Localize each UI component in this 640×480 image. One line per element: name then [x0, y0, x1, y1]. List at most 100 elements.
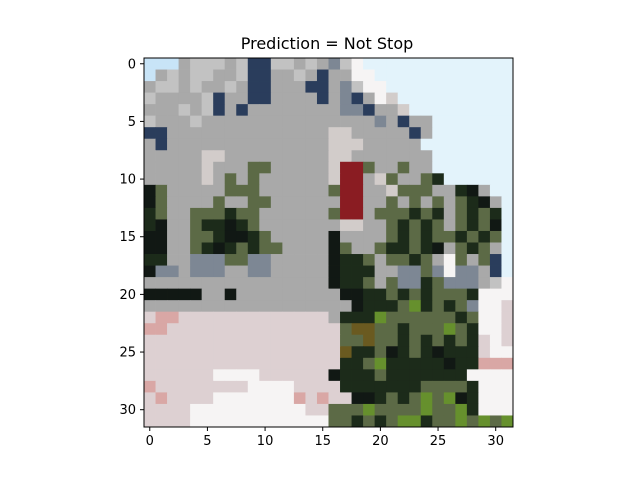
image-pixel — [155, 196, 168, 209]
image-pixel — [305, 300, 318, 313]
image-pixel — [316, 184, 329, 197]
image-pixel — [224, 92, 237, 105]
image-pixel — [144, 323, 156, 336]
image-pixel — [316, 58, 329, 70]
image-pixel — [328, 311, 341, 324]
image-pixel — [397, 265, 410, 278]
image-pixel — [340, 288, 352, 301]
x-tick-label: 25 — [430, 434, 447, 449]
image-pixel — [489, 127, 502, 140]
image-pixel — [316, 138, 329, 151]
image-pixel — [455, 415, 468, 428]
image-pixel — [316, 403, 329, 416]
image-pixel — [432, 230, 445, 243]
image-pixel — [293, 138, 306, 151]
image-pixel — [282, 127, 295, 140]
image-pixel — [305, 184, 318, 197]
image-pixel — [201, 150, 214, 163]
image-pixel — [201, 311, 214, 324]
image-pixel — [178, 196, 191, 209]
image-pixel — [236, 346, 249, 359]
image-pixel — [443, 230, 456, 243]
image-pixel — [340, 380, 352, 393]
image-pixel — [270, 81, 283, 93]
image-pixel — [167, 92, 179, 105]
image-pixel — [144, 138, 156, 151]
image-pixel — [224, 346, 237, 359]
image-pixel — [270, 138, 283, 151]
image-pixel — [270, 357, 283, 370]
image-pixel — [501, 230, 514, 243]
image-pixel — [501, 415, 514, 428]
image-pixel — [201, 300, 214, 313]
image-pixel — [247, 380, 260, 393]
image-pixel — [501, 127, 514, 140]
image-pixel — [478, 380, 491, 393]
image-pixel — [340, 334, 352, 347]
image-pixel — [190, 415, 203, 428]
image-pixel — [466, 173, 479, 186]
image-pixel — [167, 184, 179, 197]
image-pixel — [363, 300, 376, 313]
image-pixel — [316, 150, 329, 163]
image-pixel — [489, 161, 502, 174]
image-pixel — [351, 127, 364, 140]
image-pixel — [443, 58, 456, 70]
y-tick-label: 0 — [128, 57, 136, 72]
image-pixel — [340, 138, 352, 151]
image-pixel — [328, 230, 341, 243]
image-pixel — [466, 288, 479, 301]
image-pixel — [489, 288, 502, 301]
image-pixel — [489, 196, 502, 209]
image-pixel — [501, 265, 514, 278]
image-pixel — [478, 346, 491, 359]
image-pixel — [282, 265, 295, 278]
image-pixel — [409, 150, 422, 163]
image-pixel — [351, 415, 364, 428]
image-pixel — [443, 346, 456, 359]
image-pixel — [282, 115, 295, 128]
image-pixel — [282, 415, 295, 428]
image-pixel — [478, 69, 491, 82]
image-pixel — [305, 380, 318, 393]
image-pixel — [409, 230, 422, 243]
image-pixel — [144, 415, 156, 428]
image-pixel — [397, 104, 410, 117]
image-pixel — [397, 242, 410, 255]
image-pixel — [236, 357, 249, 370]
image-pixel — [432, 127, 445, 140]
image-pixel — [270, 150, 283, 163]
image-pixel — [178, 69, 191, 82]
image-pixel — [397, 81, 410, 93]
image-pixel — [466, 254, 479, 266]
image-pixel — [455, 184, 468, 197]
image-pixel — [328, 323, 341, 336]
image-pixel — [443, 184, 456, 197]
image-pixel — [167, 138, 179, 151]
image-pixel — [432, 219, 445, 232]
image-pixel — [328, 300, 341, 313]
image-pixel — [213, 415, 226, 428]
image-pixel — [443, 357, 456, 370]
image-pixel — [501, 196, 514, 209]
image-pixel — [270, 323, 283, 336]
image-pixel — [501, 403, 514, 416]
image-pixel — [270, 184, 283, 197]
image-pixel — [340, 392, 352, 405]
image-pixel — [213, 288, 226, 301]
image-pixel — [409, 115, 422, 128]
image-pixel — [443, 369, 456, 382]
image-pixel — [167, 403, 179, 416]
image-pixel — [340, 58, 352, 70]
image-pixel — [443, 392, 456, 405]
image-pixel — [293, 230, 306, 243]
image-pixel — [293, 104, 306, 117]
image-pixel — [420, 69, 433, 82]
image-pixel — [259, 311, 272, 324]
image-pixel — [409, 81, 422, 93]
image-pixel — [178, 346, 191, 359]
image-pixel — [259, 69, 272, 82]
image-pixel — [466, 403, 479, 416]
image-pixel — [224, 254, 237, 266]
